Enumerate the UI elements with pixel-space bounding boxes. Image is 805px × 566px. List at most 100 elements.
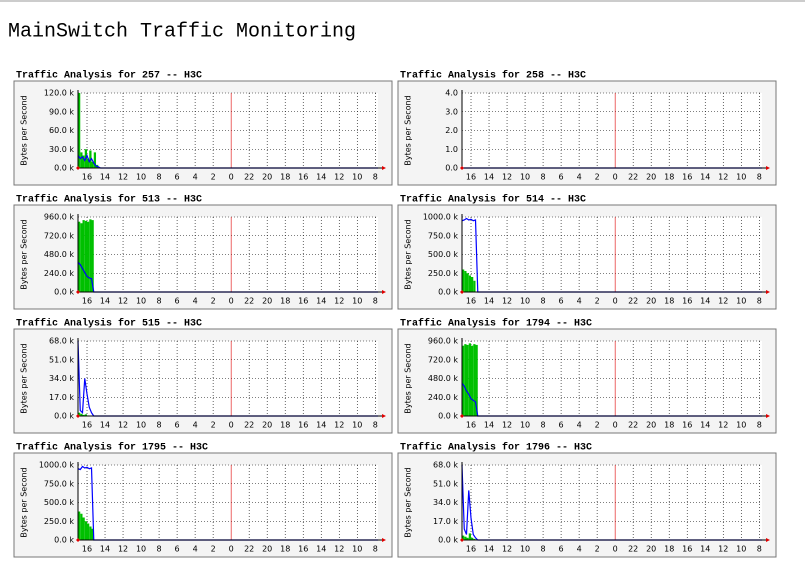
x-tick-label: 10 [352,545,362,554]
chart-panel: Traffic Analysis for 513 -- H3C Bytes per… [13,194,393,310]
x-tick-label: 16 [466,297,476,306]
x-tick-label: 10 [136,173,146,182]
traffic-bar [82,517,85,540]
x-tick-label: 2 [595,173,600,182]
x-tick-label: 6 [559,421,564,430]
x-tick-label: 18 [664,545,674,554]
axis-arrow [766,290,770,294]
y-tick-label: 1.0 [445,145,458,154]
traffic-bar [78,412,81,416]
y-tick-label: 34.0 k [49,374,74,383]
x-tick-label: 10 [136,421,146,430]
axis-arrow [382,166,386,170]
x-tick-label: 12 [118,297,128,306]
x-tick-label: 2 [211,297,216,306]
x-tick-label: 10 [352,297,362,306]
x-tick-label: 22 [628,545,638,554]
traffic-bar [464,344,467,416]
x-tick-label: 14 [700,297,710,306]
y-tick-label: 500.0 k [428,250,458,259]
x-tick-label: 20 [646,421,656,430]
y-tick-label: 17.0 k [433,517,458,526]
chart-panel: Traffic Analysis for 514 -- H3C Bytes per… [397,194,777,310]
y-tick-label: 51.0 k [433,479,458,488]
x-tick-label: 12 [502,297,512,306]
origin-marker [460,538,464,542]
x-tick-label: 12 [718,173,728,182]
x-tick-label: 14 [316,421,326,430]
y-tick-label: 720.0 k [44,231,74,240]
axis-arrow [382,414,386,418]
origin-marker [76,290,80,294]
x-tick-label: 12 [718,421,728,430]
x-tick-label: 10 [736,545,746,554]
x-tick-label: 22 [628,421,638,430]
x-tick-label: 10 [520,173,530,182]
x-tick-label: 12 [334,173,344,182]
x-tick-label: 20 [646,173,656,182]
traffic-bar [471,277,474,292]
traffic-bar [468,275,472,292]
x-tick-label: 0 [613,173,618,182]
x-tick-label: 2 [595,297,600,306]
x-tick-label: 6 [175,421,180,430]
y-tick-label: 68.0 k [433,461,458,470]
x-tick-label: 6 [559,545,564,554]
traffic-bar [475,344,478,416]
origin-marker [460,290,464,294]
y-tick-label: 0.0 [445,164,458,173]
traffic-bar [89,219,92,292]
x-tick-label: 8 [757,421,762,430]
x-tick-label: 22 [628,297,638,306]
x-tick-label: 10 [520,297,530,306]
x-tick-label: 12 [502,421,512,430]
x-tick-label: 14 [700,545,710,554]
x-tick-label: 10 [520,545,530,554]
traffic-bar [87,221,90,292]
traffic-bar [473,538,476,540]
x-tick-label: 12 [718,545,728,554]
x-tick-label: 2 [211,545,216,554]
x-tick-label: 10 [136,545,146,554]
y-tick-label: 90.0 k [49,107,74,116]
y-tick-label: 480.0 k [44,250,74,259]
chart-panel: Traffic Analysis for 515 -- H3C Bytes per… [13,318,393,434]
x-tick-label: 8 [541,173,546,182]
chart-panel: Traffic Analysis for 1795 -- H3C Bytes pe… [13,442,393,558]
chart-title: Traffic Analysis for 514 -- H3C [400,194,586,206]
traffic-bar [91,528,94,540]
y-tick-label: 250.0 k [44,517,74,526]
x-tick-label: 14 [700,421,710,430]
traffic-bar [80,152,83,168]
y-tick-label: 1000.0 k [39,461,75,470]
x-tick-label: 16 [82,545,92,554]
x-tick-label: 22 [244,545,254,554]
traffic-bar [82,220,85,292]
x-tick-label: 18 [280,545,290,554]
x-tick-label: 6 [559,173,564,182]
x-tick-label: 8 [157,545,162,554]
x-tick-label: 14 [484,297,494,306]
x-tick-label: 20 [262,545,272,554]
x-tick-label: 14 [316,173,326,182]
y-tick-label: 750.0 k [44,479,74,488]
x-tick-label: 8 [757,297,762,306]
x-tick-label: 18 [664,297,674,306]
x-tick-label: 4 [193,545,198,554]
x-tick-label: 16 [298,545,308,554]
chart-panel: Traffic Analysis for 1794 -- H3C Bytes pe… [397,318,777,434]
x-tick-label: 14 [100,297,110,306]
y-tick-label: 0.0 k [438,412,458,421]
x-tick-label: 12 [118,545,128,554]
traffic-bar [462,535,465,540]
x-tick-label: 16 [682,297,692,306]
traffic-bar [82,414,85,416]
x-tick-label: 16 [466,545,476,554]
y-axis-label: Bytes per Second [20,467,29,537]
axis-arrow [766,538,770,542]
y-tick-label: 0.0 k [54,288,74,297]
traffic-bar [78,511,81,540]
x-tick-label: 8 [373,421,378,430]
y-tick-label: 1000.0 k [423,213,459,222]
x-tick-label: 16 [298,297,308,306]
